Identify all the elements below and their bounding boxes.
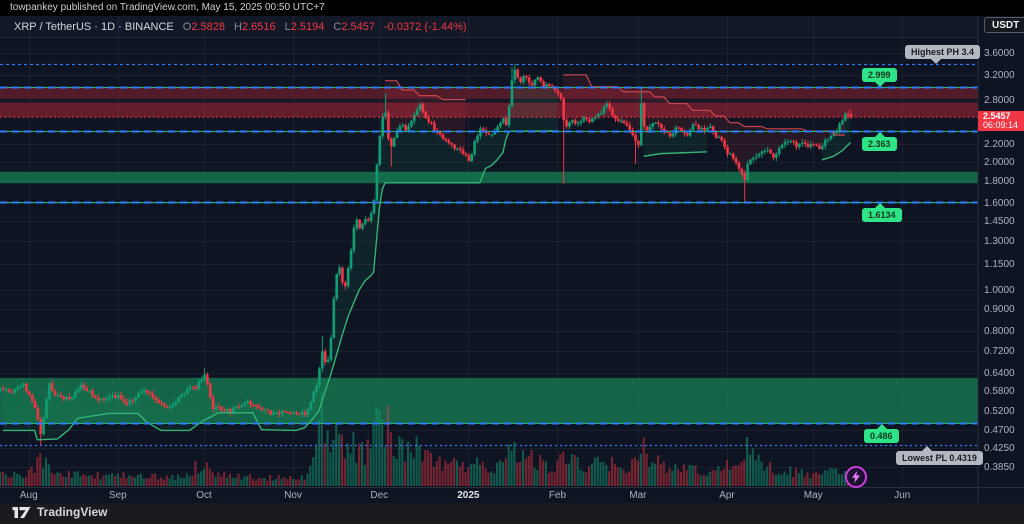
price-tick-label: 2.8000	[984, 94, 1015, 106]
price-axis[interactable]: 3.6000 3.2000 2.8000 2.2000 2.0000 1.8000 1.60…	[978, 16, 1024, 503]
chart-legend: XRP / TetherUS · 1D · BINANCE O2.5828 H2…	[0, 16, 978, 38]
currency-toggle-button[interactable]: USDT	[984, 17, 1024, 33]
tradingview-logo[interactable]: TradingView	[12, 505, 107, 519]
time-tick-label: Apr	[719, 490, 735, 501]
level-label-pointer	[875, 131, 885, 137]
price-tick-label: 3.2000	[984, 69, 1015, 81]
price-tick-label: 0.4250	[984, 443, 1015, 455]
price-tick-label: 0.7200	[984, 345, 1015, 357]
time-tick-label: Jun	[894, 490, 911, 501]
price-tick-label: 0.5200	[984, 405, 1015, 417]
publish-bar: towpankey published on TradingView.com, …	[0, 0, 1024, 16]
event-marker[interactable]	[845, 465, 868, 488]
time-tick-label: Feb	[548, 490, 567, 501]
price-tick-label: 1.3000	[984, 236, 1015, 248]
time-tick-label: Dec	[370, 490, 389, 501]
time-tick-label: Oct	[196, 490, 212, 501]
time-tick-label: Sep	[108, 490, 127, 501]
time-tick-label: 2025	[457, 490, 480, 501]
price-tick-label: 2.2000	[984, 139, 1015, 151]
level-label-pointer	[877, 424, 887, 430]
time-tick-label: Nov	[284, 490, 302, 501]
price-tick-label: 1.6000	[984, 198, 1015, 210]
ohlc-close: C2.5457	[333, 20, 375, 33]
price-tick-label: 0.6400	[984, 367, 1015, 379]
price-tick-label: 0.3850	[984, 461, 1015, 473]
level-label-highest-ph: Highest PH 3.4	[905, 44, 981, 64]
price-tick-label: 0.5800	[984, 385, 1015, 397]
last-price-label: 2.5457 06:09:14	[978, 111, 1024, 132]
price-tick-label: 1.0000	[984, 285, 1015, 296]
last-price-value: 2.5457	[983, 111, 1011, 122]
price-tick-label: 3.6000	[984, 48, 1015, 60]
price-tick-label: 0.8000	[984, 326, 1015, 338]
lightning-bolt-icon	[852, 470, 861, 483]
price-tick-label: 1.8000	[984, 176, 1015, 188]
time-tick-label: Aug	[19, 490, 38, 501]
level-label-pointer	[875, 81, 885, 87]
level-label-ph-2999: 2.999	[862, 67, 897, 87]
change-value: -0.0372 (-1.44%)	[383, 20, 467, 33]
price-tick-label: 0.9000	[984, 304, 1015, 316]
publish-info: towpankey published on TradingView.com, …	[10, 2, 325, 13]
level-label-pl-0486: 0.486	[864, 424, 899, 444]
level-label-pointer	[931, 58, 941, 64]
time-tick-label: Mar	[629, 490, 647, 501]
price-tick-label: 1.4500	[984, 216, 1015, 228]
time-axis[interactable]: Aug Sep Oct Nov Dec 2025 Feb Mar Apr May Jun	[0, 487, 978, 503]
ohlc-high: H2.6516	[233, 20, 276, 33]
level-label-pointer	[875, 202, 885, 208]
ohlc-low: L2.5194	[284, 20, 325, 33]
level-label-lowest-pl: Lowest PL 0.4319	[896, 446, 983, 466]
time-tick-label: May	[803, 490, 823, 501]
level-label-pl-2363: 2.363	[862, 131, 897, 151]
bar-countdown: 06:09:14	[983, 120, 1019, 131]
price-tick-label: 0.4700	[984, 424, 1015, 436]
tradingview-mark-icon	[12, 506, 31, 518]
symbol-title[interactable]: XRP / TetherUS · 1D · BINANCE	[14, 20, 174, 33]
price-tick-label: 2.0000	[984, 156, 1015, 168]
level-label-pl-16134: 1.6134	[862, 202, 902, 222]
price-tick-label: 1.1500	[984, 259, 1015, 271]
tradingview-brand-text: TradingView	[37, 505, 108, 519]
ohlc-open: O2.5828	[182, 20, 225, 33]
level-label-pointer	[922, 446, 932, 452]
